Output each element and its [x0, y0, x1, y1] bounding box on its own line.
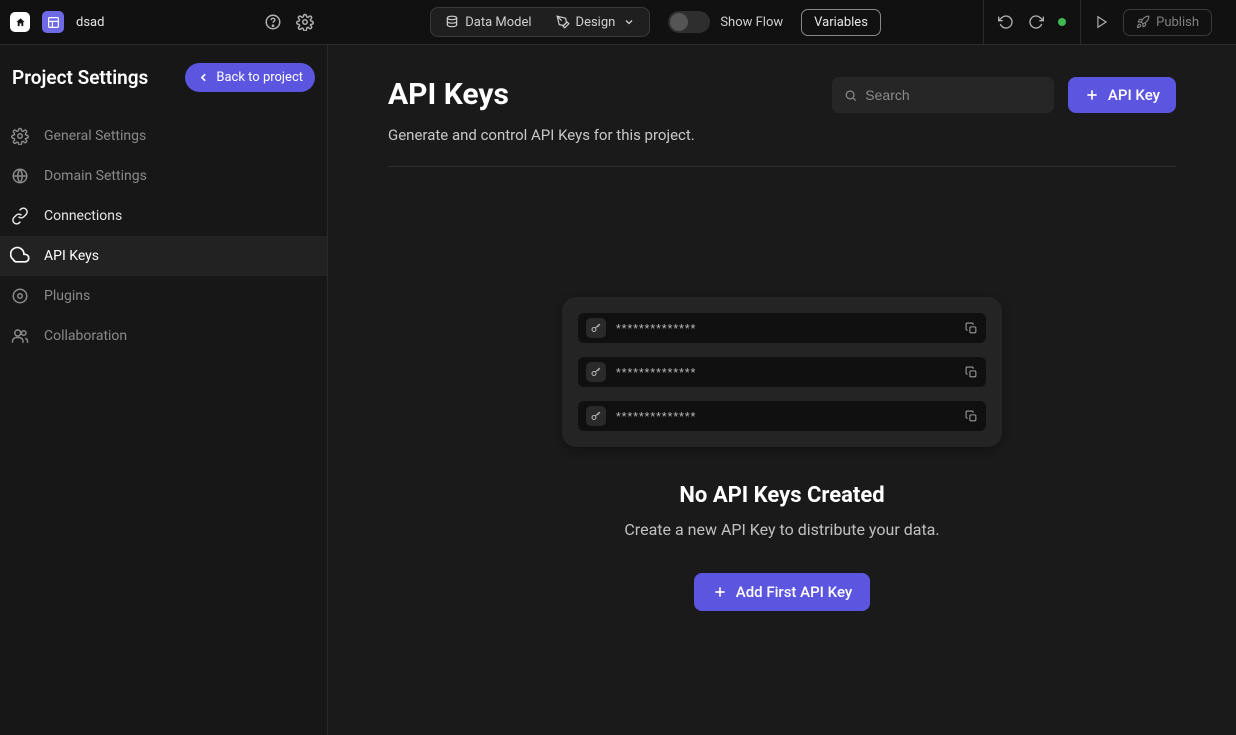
key-icon	[586, 362, 606, 382]
design-label: Design	[576, 15, 616, 30]
gear-icon	[10, 126, 30, 146]
back-to-project-button[interactable]: Back to project	[185, 63, 315, 92]
add-first-api-key-label: Add First API Key	[736, 583, 852, 601]
sidebar-item-label: General Settings	[44, 128, 146, 144]
gear-icon	[296, 13, 314, 31]
main: API Keys Generate and control API Keys f…	[328, 45, 1236, 735]
sidebar: Project Settings Back to project General…	[0, 45, 328, 735]
data-model-label: Data Model	[465, 15, 531, 30]
masked-key: **************	[616, 322, 955, 335]
page-title: API Keys	[388, 77, 695, 112]
show-flow-group: Show Flow	[668, 11, 783, 33]
home-icon	[15, 17, 26, 28]
plugin-icon	[10, 286, 30, 306]
back-label: Back to project	[216, 70, 303, 85]
redo-icon	[1028, 14, 1044, 30]
topbar-right: Publish	[983, 0, 1236, 44]
main-header: API Keys Generate and control API Keys f…	[388, 77, 1176, 144]
api-key-preview-card: ************** ************** **********…	[562, 297, 1002, 447]
add-first-api-key-button[interactable]: Add First API Key	[694, 573, 870, 611]
key-icon	[586, 406, 606, 426]
header-actions: API Key	[832, 77, 1176, 113]
variables-label: Variables	[814, 15, 868, 30]
sidebar-item-label: Domain Settings	[44, 168, 147, 184]
sidebar-item-label: API Keys	[44, 248, 99, 264]
layout-icon	[47, 16, 60, 29]
globe-icon	[10, 166, 30, 186]
topbar-left: dsad	[0, 11, 328, 33]
mode-switcher: Data Model Design	[430, 7, 650, 37]
play-icon	[1095, 15, 1109, 29]
topbar-center: Data Model Design Show Flow Variables	[328, 7, 983, 37]
design-tab[interactable]: Design	[544, 9, 648, 35]
publish-button[interactable]: Publish	[1123, 9, 1212, 36]
search-input[interactable]	[865, 87, 1042, 103]
sidebar-item-label: Connections	[44, 208, 122, 224]
divider	[388, 166, 1176, 167]
sidebar-header: Project Settings Back to project	[0, 45, 327, 110]
sidebar-item-label: Plugins	[44, 288, 90, 304]
show-flow-label: Show Flow	[720, 15, 783, 30]
api-key-preview-row: **************	[578, 313, 986, 343]
api-key-preview-row: **************	[578, 357, 986, 387]
search-field[interactable]	[832, 77, 1054, 113]
empty-state: ************** ************** **********…	[388, 297, 1176, 611]
copy-icon	[965, 410, 978, 423]
plus-icon	[712, 584, 728, 600]
chevron-left-icon	[197, 71, 210, 84]
new-api-key-button[interactable]: API Key	[1068, 77, 1176, 113]
home-button[interactable]	[10, 12, 30, 32]
api-key-preview-row: **************	[578, 401, 986, 431]
rocket-icon	[1136, 15, 1150, 29]
show-flow-toggle[interactable]	[668, 11, 710, 33]
variables-button[interactable]: Variables	[801, 9, 881, 36]
sidebar-item-label: Collaboration	[44, 328, 127, 344]
cloud-icon	[10, 246, 30, 266]
copy-icon	[965, 322, 978, 335]
database-icon	[445, 15, 459, 29]
new-api-key-label: API Key	[1108, 86, 1160, 104]
chevron-down-icon	[623, 16, 635, 28]
play-button[interactable]	[1095, 15, 1109, 29]
sidebar-item-collaboration[interactable]: Collaboration	[0, 316, 327, 356]
sidebar-item-api-keys[interactable]: API Keys	[0, 236, 327, 276]
copy-button[interactable]	[965, 366, 978, 379]
page-subtitle: Generate and control API Keys for this p…	[388, 126, 695, 144]
settings-button[interactable]	[296, 13, 314, 31]
data-model-tab[interactable]: Data Model	[433, 9, 543, 35]
sidebar-item-domain[interactable]: Domain Settings	[0, 156, 327, 196]
copy-button[interactable]	[965, 322, 978, 335]
status-indicator	[1058, 18, 1066, 26]
undo-icon	[998, 14, 1014, 30]
pen-icon	[556, 15, 570, 29]
users-icon	[10, 326, 30, 346]
masked-key: **************	[616, 410, 955, 423]
help-icon	[264, 13, 282, 31]
plus-icon	[1084, 87, 1100, 103]
key-icon	[586, 318, 606, 338]
copy-button[interactable]	[965, 410, 978, 423]
link-icon	[10, 206, 30, 226]
sidebar-item-plugins[interactable]: Plugins	[0, 276, 327, 316]
undo-button[interactable]	[998, 14, 1014, 30]
search-icon	[844, 88, 857, 103]
project-name[interactable]: dsad	[76, 15, 104, 30]
sidebar-item-connections[interactable]: Connections	[0, 196, 327, 236]
redo-button[interactable]	[1028, 14, 1044, 30]
empty-title: No API Keys Created	[679, 483, 884, 508]
sidebar-title: Project Settings	[12, 66, 148, 89]
empty-subtitle: Create a new API Key to distribute your …	[624, 520, 939, 539]
help-button[interactable]	[264, 13, 282, 31]
sidebar-item-general[interactable]: General Settings	[0, 116, 327, 156]
publish-label: Publish	[1156, 15, 1199, 30]
project-badge[interactable]	[42, 11, 64, 33]
copy-icon	[965, 366, 978, 379]
masked-key: **************	[616, 366, 955, 379]
topbar: dsad Data Model Design Show Flow	[0, 0, 1236, 45]
sidebar-nav: General Settings Domain Settings Connect…	[0, 116, 327, 356]
